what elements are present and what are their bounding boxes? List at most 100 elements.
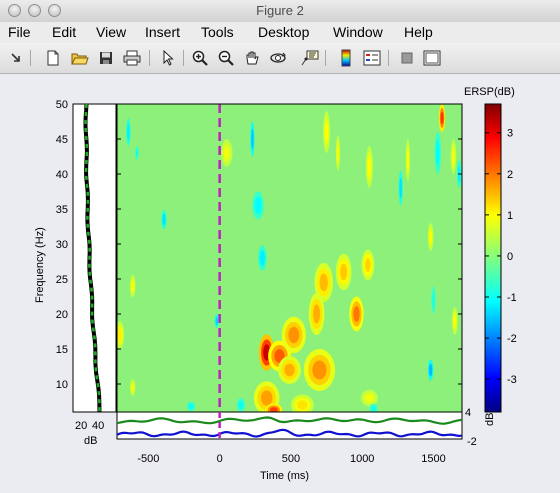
colorbar [484,103,502,413]
y-tick-label: 45 [56,134,68,146]
menu-file[interactable]: File [8,24,31,40]
data-cursor-icon[interactable] [300,48,320,68]
heatmap-blob-8 [340,263,348,281]
y-tick-label: 50 [56,99,68,111]
colorbar-tick-label: 3 [507,128,513,140]
heatmap-blob-32 [399,177,402,199]
hide-plot-tools-icon[interactable] [397,48,417,68]
figure-area: -500 0 500 1000 1500 10 15 20 25 30 35 40 45 50 -3 -2… [0,74,560,493]
heatmap-blob-11 [297,400,308,410]
heatmap-blob-40 [371,405,377,412]
heatmap-blob-17 [453,314,457,328]
heatmap-blob-22 [429,230,432,244]
spectrum-x-label: dB [84,435,98,447]
show-plot-tools-icon[interactable] [422,48,442,68]
heatmap-blob-35 [428,363,433,377]
heatmap-blob-7 [319,273,328,292]
menu-tools[interactable]: Tools [201,24,234,40]
trace-tick-bottom: -2 [467,436,477,448]
trace-tick-top: 4 [465,407,472,419]
heatmap-y-ticks: 10 15 20 25 30 35 40 45 50 [56,99,462,391]
heatmap-blob-21 [406,150,409,170]
legend-icon[interactable] [362,48,382,68]
spectrum-tick-20: 20 [75,420,88,432]
menu-window[interactable]: Window [333,24,383,40]
colorbar-tick-label: -1 [507,292,517,304]
toolbar-separator [183,50,184,66]
colorbar-tick-label: 1 [507,210,513,222]
colorbar-title: ERSP(dB) [464,86,515,98]
arrow-icon[interactable] [6,48,26,68]
heatmap-blob-34 [432,291,435,309]
menu-view[interactable]: View [96,24,127,40]
spectrum-tick-40: 40 [92,420,105,432]
menu-desktop[interactable]: Desktop [258,24,310,40]
heatmap-blob-26 [127,123,130,141]
lower-time-trace [116,428,463,438]
open-folder-icon[interactable] [70,48,90,68]
menu-help[interactable]: Help [404,24,433,40]
pointer-icon[interactable] [158,48,178,68]
heatmap-blob-38 [238,400,244,410]
colorbar-tick-label: -3 [507,374,517,386]
new-file-icon[interactable] [43,48,63,68]
colorbar-tick-label: 2 [507,169,513,181]
colorbar-tick-label: 0 [507,251,513,263]
minimize-window-button[interactable] [28,4,41,17]
heatmap-blob-12 [269,407,278,412]
x-tick-label: -500 [137,453,159,465]
heatmap-blob-18 [324,122,329,142]
heatmap-blob-2 [288,326,300,344]
y-tick-label: 15 [56,344,68,356]
heatmap-blob-30 [259,250,265,266]
menu-edit[interactable]: Edit [52,24,77,40]
zoom-window-button[interactable] [48,4,61,17]
colorbar-icon[interactable] [336,48,356,68]
heatmap-blob-23 [452,148,455,165]
close-window-button[interactable] [8,4,21,17]
save-icon[interactable] [96,48,116,68]
heatmap-blob-28 [162,213,166,226]
heatmap-blob-13 [117,328,122,342]
heatmap-blob-31 [251,128,254,150]
heatmap-blob-15 [131,383,134,392]
spectrum-significance [84,104,101,412]
heatmap-blob-39 [188,403,194,410]
heatmap-blob-24 [224,146,230,160]
heatmap-blob-19 [337,145,339,161]
y-tick-label: 35 [56,204,68,216]
zoom-out-icon[interactable] [216,48,236,68]
menu-insert[interactable]: Insert [145,24,181,40]
heatmap-blob-14 [131,280,134,292]
pan-hand-icon[interactable] [242,48,262,68]
colorbar-ticks: -3 -2 -1 0 1 2 3 [485,128,517,386]
x-tick-label: 0 [217,453,223,465]
heatmap-blob-29 [254,197,262,214]
heatmap-blob-25 [365,394,374,402]
heatmap-blob-27 [135,148,138,158]
toolbar-separator [30,50,31,66]
y-tick-label: 30 [56,239,68,251]
toolbar-separator [149,50,150,66]
figure-toolbar [0,43,560,74]
upper-time-trace [116,416,463,425]
window-title: Figure 2 [256,3,304,18]
y-tick-label: 40 [56,169,68,181]
heatmap-blob-16 [440,111,444,125]
x-tick-label: 1500 [421,453,445,465]
heatmap-blob-9 [353,306,360,322]
toolbar-separator [388,50,389,66]
heatmap-blob-4 [284,363,295,377]
toolbar-separator [325,50,326,66]
y-tick-label: 10 [56,379,68,391]
heatmap-blob-5 [312,360,327,380]
rotate-3d-icon[interactable] [268,48,288,68]
colorbar-tick-label: -2 [507,333,517,345]
x-tick-label: 1000 [350,453,374,465]
heatmap-blobs [117,104,462,412]
y-tick-label: 25 [56,274,68,286]
heatmap-blob-3 [260,390,273,406]
zoom-in-icon[interactable] [190,48,210,68]
print-icon[interactable] [122,48,142,68]
